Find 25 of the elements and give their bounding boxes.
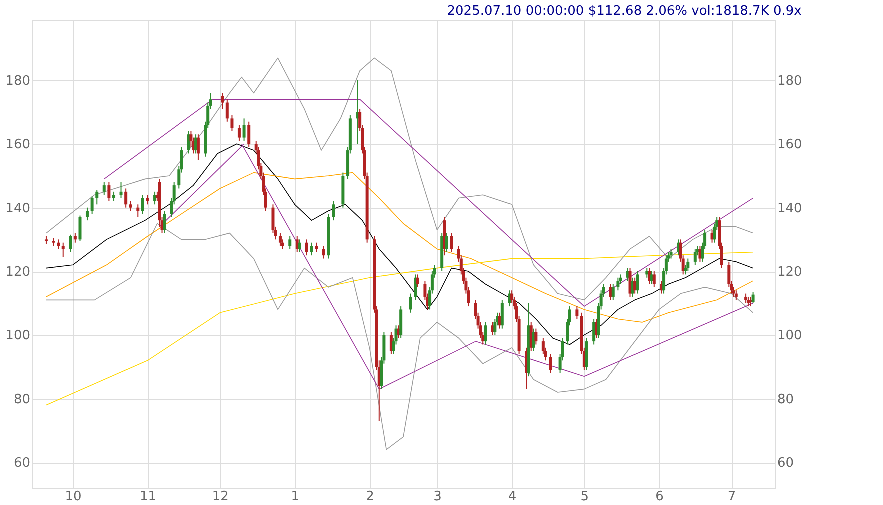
y2-tick-label: 100 <box>778 328 802 344</box>
x-tick-label: 6 <box>656 490 664 504</box>
x-tick-label: 7 <box>728 490 736 504</box>
y2-tick-label: 180 <box>778 74 802 89</box>
x-tick-label: 5 <box>580 490 590 504</box>
x-tick-label: 4 <box>508 490 517 504</box>
y2-tick-label: 160 <box>778 138 802 153</box>
x-tick-label: 1 <box>291 490 300 504</box>
y-tick-label: 180 <box>6 74 30 89</box>
y-tick-label: 60 <box>14 456 30 472</box>
chart-title: 2025.07.10 00:00:00 $112.68 2.06% vol:1818.7K 0.9x <box>447 4 802 19</box>
y2-tick-label: 140 <box>778 201 802 216</box>
y-tick-label: 140 <box>6 201 30 216</box>
x-tick-label: 11 <box>140 490 157 504</box>
x-tick-label: 3 <box>434 490 442 504</box>
y2-tick-label: 120 <box>778 265 802 280</box>
x-tick-label: 12 <box>212 490 229 504</box>
y-tick-label: 100 <box>6 328 30 344</box>
y2-tick-label: 80 <box>778 392 794 408</box>
y-tick-label: 160 <box>6 138 30 153</box>
y-tick-label: 120 <box>6 265 30 280</box>
x-tick-label: 10 <box>65 490 82 504</box>
y-tick-label: 80 <box>14 392 30 408</box>
x-tick-label: 2 <box>366 490 374 504</box>
y2-tick-label: 60 <box>778 456 794 472</box>
